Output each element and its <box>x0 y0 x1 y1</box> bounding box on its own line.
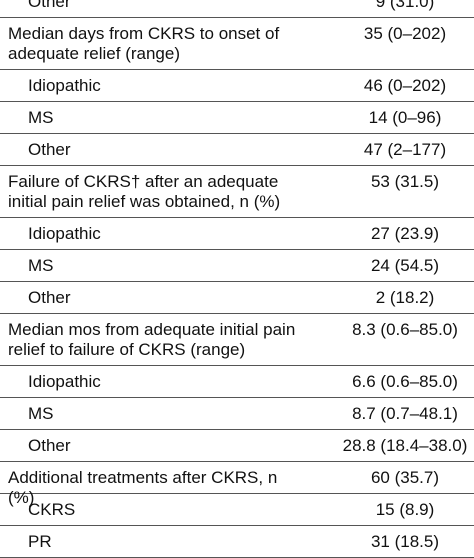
row-label: Idiopathic <box>28 224 101 243</box>
table-row: Idiopathic 27 (23.9) <box>0 218 474 250</box>
row-value: 8.7 (0.7–48.1) <box>352 404 458 423</box>
row-value: 35 (0–202) <box>363 24 447 43</box>
row-label: CKRS <box>28 500 76 519</box>
row-value: 6.6 (0.6–85.0) <box>352 372 458 391</box>
table-row: Other 2 (18.2) <box>0 282 474 314</box>
row-label: MS <box>28 256 54 275</box>
row-label: MS <box>28 108 54 127</box>
table-row: CKRS 15 (8.9) <box>0 494 474 526</box>
table-row: Idiopathic 46 (0–202) <box>0 70 474 102</box>
row-label: Median days from CKRS to onset of adequa… <box>8 24 280 63</box>
table-row: MS 24 (54.5) <box>0 250 474 282</box>
row-label: Other <box>28 288 71 307</box>
row-value: 31 (18.5) <box>370 532 440 551</box>
row-value: 2 (18.2) <box>375 288 435 307</box>
row-value: 27 (23.9) <box>370 224 440 243</box>
row-value: 24 (54.5) <box>370 256 440 275</box>
row-label: Idiopathic <box>28 372 101 391</box>
table-row: PR 31 (18.5) <box>0 526 474 558</box>
table-row: Other 47 (2–177) <box>0 134 474 166</box>
table-row: Median days from CKRS to onset of adequa… <box>0 18 474 70</box>
row-label: MS <box>28 404 54 423</box>
row-label: Other <box>28 140 71 159</box>
table-row: Other 9 (31.0) <box>0 0 474 18</box>
table-row: MS 14 (0–96) <box>0 102 474 134</box>
row-value: 46 (0–202) <box>363 76 447 95</box>
table-row: MS 8.7 (0.7–48.1) <box>0 398 474 430</box>
row-value: 53 (31.5) <box>370 172 440 191</box>
row-label: Other <box>28 436 71 455</box>
row-label: Idiopathic <box>28 76 101 95</box>
table-row: Idiopathic 6.6 (0.6–85.0) <box>0 366 474 398</box>
row-value: 60 (35.7) <box>370 468 440 487</box>
table-row: Additional treatments after CKRS, n (%) … <box>0 462 474 507</box>
row-value: 14 (0–96) <box>368 108 442 127</box>
row-label: Other <box>28 0 71 11</box>
row-value: 28.8 (18.4–38.0) <box>342 436 468 455</box>
row-label: Median mos from adequate initial pain re… <box>8 320 296 359</box>
row-value: 8.3 (0.6–85.0) <box>352 320 458 339</box>
table-row: Failure of CKRS† after an adequate initi… <box>0 166 474 218</box>
row-value: 47 (2–177) <box>363 140 447 159</box>
table-row: Other 28.8 (18.4–38.0) <box>0 430 474 462</box>
row-value: 15 (8.9) <box>375 500 435 519</box>
row-label: PR <box>28 532 52 551</box>
row-label: Failure of CKRS† after an adequate initi… <box>8 172 281 211</box>
row-value: 9 (31.0) <box>375 0 435 11</box>
table-row: Median mos from adequate initial pain re… <box>0 314 474 366</box>
